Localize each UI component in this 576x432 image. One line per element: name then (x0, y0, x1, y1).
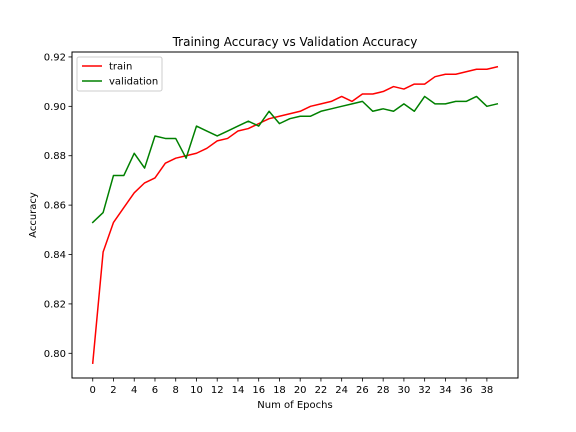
x-tick-label: 2 (110, 385, 116, 396)
series-line-train (91, 65, 499, 364)
plot-frame (71, 51, 519, 379)
x-tick-label: 32 (418, 385, 431, 396)
x-axis-ticks: 0 2 4 6 8 10 12 14 16 18 20 22 24 26 28 30 32 34 36 38 (90, 378, 494, 396)
legend-label-validation: validation (109, 77, 158, 88)
chart-title: Training Accuracy vs Validation Accuracy (172, 35, 418, 49)
x-tick-label: 14 (232, 385, 245, 396)
x-tick-label: 34 (439, 385, 452, 396)
x-tick-label: 16 (252, 385, 265, 396)
x-tick-label: 4 (131, 385, 137, 396)
x-tick-label: 26 (356, 385, 369, 396)
y-tick-label: 0.84 (44, 250, 66, 261)
x-tick-label: 20 (294, 385, 307, 396)
x-tick-label: 12 (211, 385, 224, 396)
series-layer (91, 65, 499, 364)
y-tick-label: 0.88 (44, 151, 66, 162)
x-tick-label: 28 (377, 385, 390, 396)
x-tick-label: 6 (152, 385, 158, 396)
y-tick-label: 0.86 (44, 201, 66, 212)
x-tick-label: 38 (481, 385, 494, 396)
y-tick-label: 0.80 (44, 349, 66, 360)
y-axis-ticks: 0.80 0.82 0.84 0.86 0.88 0.90 0.92 (44, 52, 72, 360)
x-tick-label: 36 (460, 385, 473, 396)
x-tick-label: 22 (315, 385, 328, 396)
legend: train validation (76, 56, 163, 92)
y-axis-label: Accuracy (28, 192, 39, 238)
y-tick-label: 0.82 (44, 299, 66, 310)
x-tick-label: 0 (90, 385, 96, 396)
x-tick-label: 24 (335, 385, 348, 396)
y-tick-label: 0.90 (44, 102, 66, 113)
x-tick-label: 8 (173, 385, 179, 396)
x-axis-label: Num of Epochs (257, 400, 332, 411)
legend-label-train: train (109, 62, 132, 73)
series-line-validation (91, 95, 499, 224)
x-tick-label: 10 (190, 385, 203, 396)
y-tick-label: 0.92 (44, 52, 66, 63)
plot-area (72, 52, 518, 378)
x-tick-label: 30 (398, 385, 411, 396)
x-tick-label: 18 (273, 385, 286, 396)
